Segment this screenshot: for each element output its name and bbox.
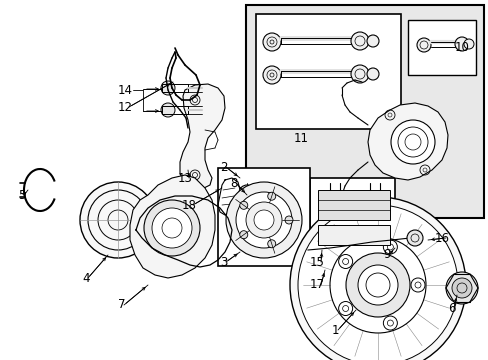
Bar (407, 20, 475, 75)
Polygon shape (180, 84, 224, 190)
Circle shape (357, 265, 397, 305)
Circle shape (239, 185, 254, 201)
Bar (309, 178, 394, 260)
Text: 18: 18 (182, 198, 197, 212)
Circle shape (285, 216, 292, 224)
Circle shape (366, 68, 378, 80)
Circle shape (267, 240, 275, 248)
Polygon shape (317, 225, 389, 245)
Text: 4: 4 (82, 271, 89, 284)
Text: 1: 1 (331, 324, 339, 337)
Circle shape (297, 205, 457, 360)
Circle shape (245, 202, 282, 238)
Text: 5: 5 (18, 189, 25, 202)
Circle shape (253, 210, 273, 230)
Circle shape (263, 33, 281, 51)
Circle shape (463, 39, 473, 49)
Circle shape (390, 120, 434, 164)
Circle shape (289, 197, 465, 360)
Circle shape (366, 35, 378, 47)
Text: 16: 16 (434, 231, 449, 244)
Circle shape (350, 65, 368, 83)
Polygon shape (367, 103, 447, 180)
Circle shape (161, 81, 175, 95)
Circle shape (454, 37, 468, 51)
Text: 12: 12 (118, 100, 133, 113)
Circle shape (152, 208, 192, 248)
Polygon shape (317, 190, 389, 220)
Text: 10: 10 (454, 41, 469, 54)
Circle shape (239, 201, 247, 209)
Circle shape (445, 272, 477, 304)
Circle shape (263, 66, 281, 84)
Circle shape (143, 200, 200, 256)
Circle shape (239, 231, 247, 239)
Text: 14: 14 (118, 84, 133, 96)
Circle shape (225, 182, 302, 258)
Circle shape (383, 240, 397, 254)
Polygon shape (130, 175, 215, 278)
Circle shape (80, 182, 156, 258)
Text: 3: 3 (220, 256, 227, 269)
Text: 15: 15 (309, 256, 324, 269)
Text: 7: 7 (118, 298, 125, 311)
Circle shape (350, 32, 368, 50)
Circle shape (267, 192, 275, 200)
Circle shape (410, 278, 424, 292)
Circle shape (236, 192, 291, 248)
Bar (245, 5, 483, 218)
Text: 11: 11 (293, 131, 308, 144)
Circle shape (416, 38, 430, 52)
Text: 2: 2 (220, 161, 227, 174)
Circle shape (338, 302, 352, 315)
Text: 6: 6 (447, 302, 454, 315)
Circle shape (383, 316, 397, 330)
Circle shape (338, 255, 352, 269)
Circle shape (406, 230, 422, 246)
Bar (218, 168, 309, 266)
Text: 17: 17 (309, 279, 325, 292)
Text: 13: 13 (178, 171, 192, 185)
Circle shape (451, 278, 471, 298)
Circle shape (346, 253, 409, 317)
Text: 9: 9 (382, 248, 390, 261)
Bar (256, 14, 400, 129)
Text: 8: 8 (229, 176, 237, 189)
Circle shape (161, 103, 175, 117)
